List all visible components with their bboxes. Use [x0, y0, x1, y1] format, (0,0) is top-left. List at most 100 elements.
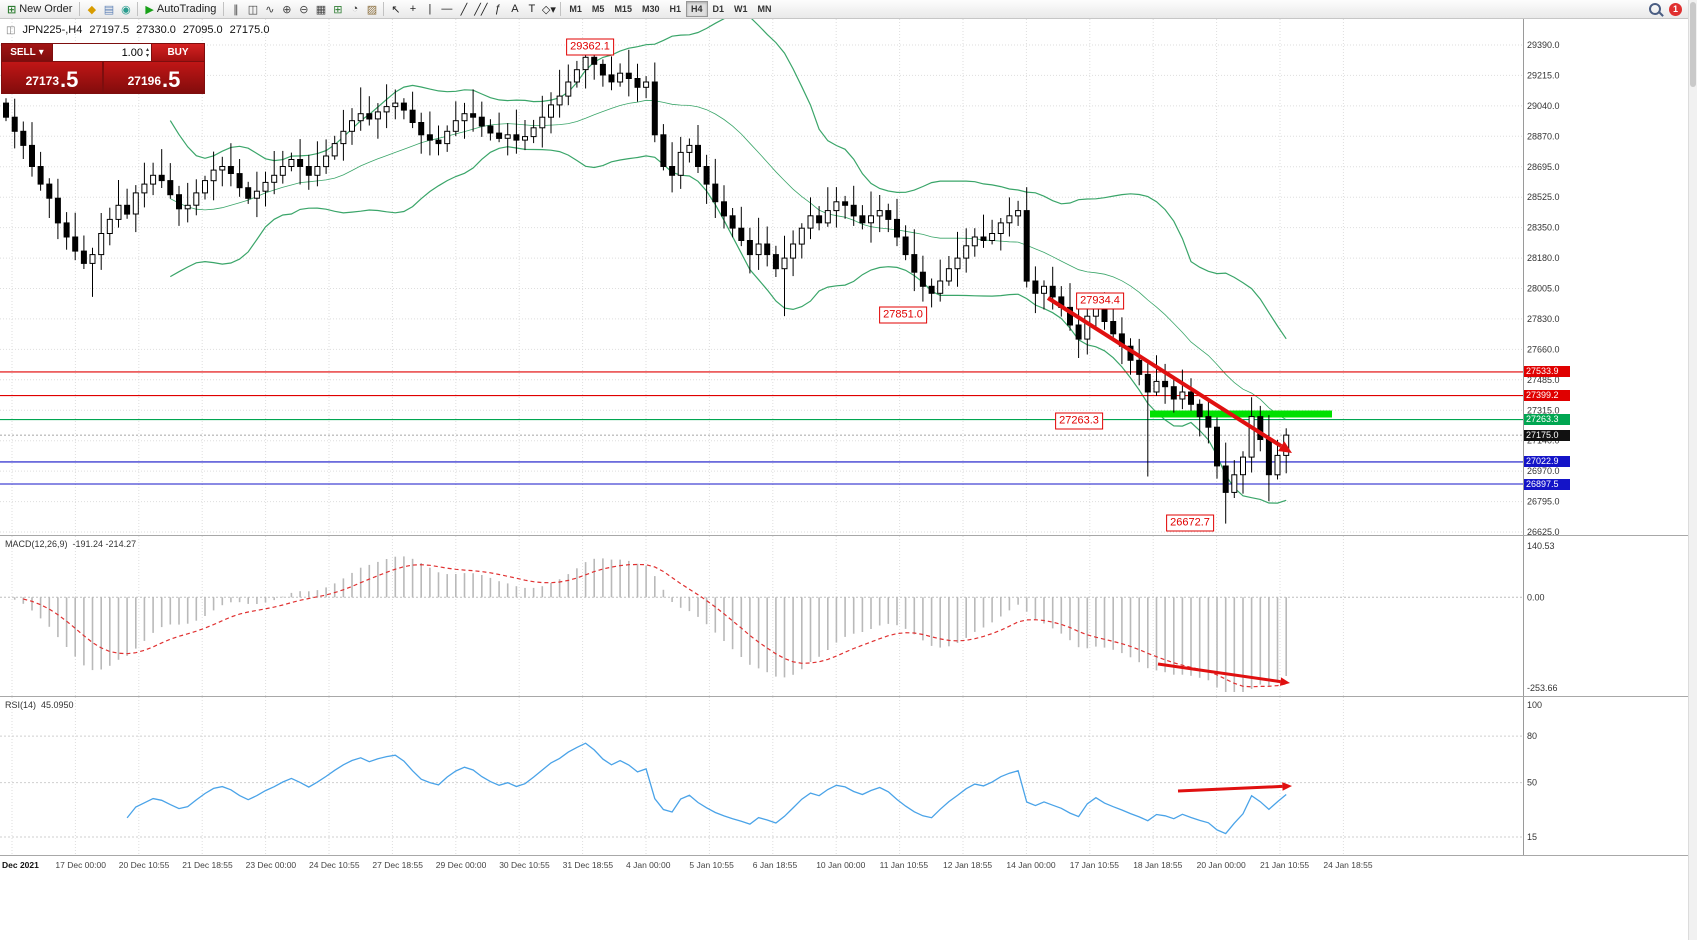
rsi-line	[126, 742, 1287, 835]
toolbar-separator	[560, 2, 562, 16]
play-icon: ▶	[145, 3, 154, 16]
rsi-canvas[interactable]: 100 80 50 15	[0, 697, 1689, 855]
price-chart-canvas[interactable]: 29390.0 29215.0 29040.0 28870.0 28695.0 28525…	[0, 19, 1689, 535]
line-chart-icon[interactable]: ∿	[265, 3, 275, 16]
timeframe-h4-button[interactable]: H4	[685, 1, 708, 17]
text-icon[interactable]: A	[511, 3, 519, 15]
timeframe-w1-button[interactable]: W1	[734, 4, 748, 14]
buy-price-frac: .5	[162, 67, 181, 92]
macd-values: -191.24 -214.27	[72, 539, 137, 549]
macd-name: MACD(12,26,9)	[5, 539, 68, 549]
volume-input[interactable]: 1.00 ▴ ▾	[53, 44, 151, 61]
new-chart-icon[interactable]: ⊞	[333, 3, 343, 16]
charts-window-icon[interactable]: ▤	[103, 3, 115, 16]
bar-chart-icon[interactable]: ∥	[233, 3, 239, 16]
search-icon[interactable]	[1649, 3, 1661, 15]
timeframe-m30-button[interactable]: M30	[641, 4, 660, 14]
buy-button[interactable]: 27196 .5	[104, 62, 204, 93]
volume-up-button[interactable]: ▴	[145, 46, 149, 53]
crosshair-icon[interactable]: +	[409, 3, 417, 15]
period-icon[interactable]: ◔	[351, 3, 359, 15]
buy-price-main: 27196	[127, 74, 161, 88]
price-tick-label: 28695.0	[1527, 162, 1560, 172]
zoom-in-icon[interactable]: ⊕	[282, 3, 292, 16]
price-tick-label: 26795.0	[1527, 497, 1560, 507]
trendline-icon[interactable]: ╱	[460, 3, 468, 16]
label-icon[interactable]: T	[528, 3, 536, 15]
autotrading-button[interactable]: ▶ AutoTrading	[141, 1, 220, 17]
macd-panel: 140.53 0.00 -253.66 MACD(12,26,9) -191.24 …	[0, 536, 1689, 697]
rsi-axis-label: 80	[1527, 731, 1537, 741]
toolbar-separator	[383, 2, 385, 16]
shapes-icon[interactable]: ◇▾	[541, 3, 556, 16]
chart-icon: ◫	[6, 24, 16, 36]
price-tick-label: 27660.0	[1527, 344, 1560, 354]
chevron-down-icon: ▾	[38, 47, 44, 58]
zoom-out-icon[interactable]: ⊖	[299, 3, 309, 16]
price-callout[interactable]: 27851.0	[879, 306, 927, 324]
vertical-scrollbar[interactable]	[1688, 0, 1697, 940]
price-line-badge: 26897.5	[1524, 478, 1570, 490]
time-axis-label: 20 Jan 00:00	[1196, 860, 1246, 870]
main-toolbar: ⊞ New Order ◆ ▤ ◉ ▶ AutoTrading ∥ ◫ ∿ ⊕ ⊖ ▦ ⊞ ◔ ▨ ↖ + | — ╱ ╱…	[0, 0, 1697, 19]
timeframe-h1-button[interactable]: H1	[669, 4, 681, 14]
rsi-label: RSI(14) 45.0950	[5, 700, 74, 710]
fibonacci-icon[interactable]: ƒ	[494, 3, 501, 15]
timeframe-d1-button[interactable]: D1	[712, 4, 725, 14]
price-line-badge: 27399.2	[1524, 390, 1570, 402]
template-icon[interactable]: ▨	[366, 3, 378, 16]
sell-button[interactable]: 27173 .5	[2, 62, 102, 93]
notification-badge[interactable]: 1	[1669, 2, 1682, 16]
new-order-icon: ⊞	[7, 3, 17, 16]
vertical-line-icon[interactable]: |	[428, 3, 432, 15]
candlestick-series	[3, 43, 1290, 524]
price-callout[interactable]: 29362.1	[566, 38, 614, 56]
price-callout[interactable]: 26672.7	[1166, 514, 1214, 532]
price-callout[interactable]: 27263.3	[1055, 412, 1103, 430]
deposit-icon[interactable]: ◆	[87, 3, 97, 16]
macd-canvas[interactable]: 140.53 0.00 -253.66	[0, 536, 1689, 696]
candlestick-chart-icon[interactable]: ◫	[247, 3, 259, 16]
macd-axis-label: 0.00	[1527, 592, 1545, 602]
time-axis-label: 27 Dec 18:55	[372, 860, 423, 870]
sell-label: SELL	[10, 47, 36, 58]
timeframe-mn-button[interactable]: MN	[757, 4, 772, 14]
channel-icon[interactable]: ╱╱	[474, 3, 488, 16]
time-axis-label: 31 Dec 18:55	[562, 860, 614, 870]
trend-arrow[interactable]	[1157, 662, 1290, 686]
autotrading-label: AutoTrading	[156, 3, 217, 15]
bollinger-bands[interactable]	[169, 19, 1287, 504]
sell-price-frac: .5	[60, 67, 79, 92]
grid	[11, 536, 1344, 696]
timeframe-m15-button[interactable]: M15	[614, 4, 632, 14]
tile-windows-icon[interactable]: ▦	[315, 3, 327, 16]
data-window-icon[interactable]: ◉	[121, 3, 131, 16]
time-axis: Dec 2021 17 Dec 00:00 20 Dec 10:55 21 Dec 1…	[0, 856, 1689, 878]
rsi-panel: 100 80 50 15 RSI(14) 45.0950	[0, 697, 1689, 856]
trend-arrow[interactable]	[1046, 296, 1292, 453]
price-tick-label: 28005.0	[1527, 284, 1560, 294]
price-tick-label: 28870.0	[1527, 131, 1560, 141]
price-tick-label: 28350.0	[1527, 223, 1560, 233]
timeframe-m5-button[interactable]: M5	[591, 4, 605, 14]
scrollbar-thumb[interactable]	[1690, 2, 1696, 87]
time-axis-label: 4 Jan 00:00	[626, 860, 671, 870]
toolbar-separator	[223, 2, 225, 16]
timeframe-m1-button[interactable]: M1	[569, 4, 582, 14]
price-tick-label: 27140.0	[1527, 436, 1560, 446]
volume-down-button[interactable]: ▾	[145, 52, 149, 59]
buy-dropdown[interactable]: BUY	[152, 44, 204, 61]
buy-label: BUY	[167, 47, 189, 58]
volume-stepper: ▴ ▾	[146, 47, 149, 59]
cursor-icon[interactable]: ↖	[391, 3, 401, 16]
ohlc-high: 27330.0	[136, 24, 176, 36]
sell-dropdown[interactable]: SELL ▾	[2, 44, 52, 61]
horizontal-line-icon[interactable]: —	[441, 3, 453, 15]
price-tick-label: 27315.0	[1527, 405, 1560, 415]
trend-arrow[interactable]	[1177, 782, 1292, 793]
new-order-button[interactable]: ⊞ New Order	[3, 1, 76, 17]
rsi-axis-label: 100	[1527, 700, 1542, 710]
toolbar-separator	[137, 2, 139, 16]
time-axis-label: 24 Dec 10:55	[309, 860, 360, 870]
price-callout[interactable]: 27934.4	[1076, 292, 1124, 310]
